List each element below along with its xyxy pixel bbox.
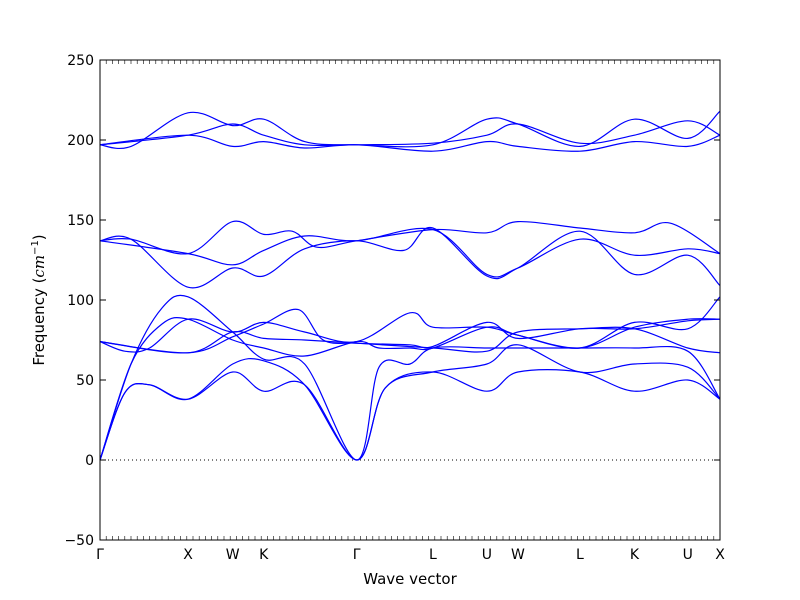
x-tick-label: X — [183, 547, 193, 563]
x-tick-label: W — [511, 547, 525, 563]
band-line-7 — [99, 326, 721, 354]
x-tick-label: L — [576, 547, 584, 563]
band-line-1 — [99, 369, 721, 461]
y-axis-label-close: ) — [30, 234, 48, 240]
band-line-11 — [99, 110, 721, 150]
y-tick-label: −50 — [64, 533, 94, 549]
y-tick-label: 0 — [85, 453, 94, 469]
plot-area — [99, 110, 721, 461]
x-tick-label: K — [259, 547, 269, 563]
y-tick-label: 150 — [67, 213, 94, 229]
y-axis-label-unit: cm — [30, 255, 48, 278]
band-line-10 — [99, 220, 721, 255]
band-line-2 — [99, 344, 721, 461]
band-line-12 — [99, 134, 721, 152]
y-tick-label: 200 — [67, 133, 94, 149]
x-tick-label: Γ — [353, 547, 361, 563]
y-tick-label: 50 — [76, 373, 94, 389]
x-tick-label: W — [226, 547, 240, 563]
band-line-4 — [99, 316, 721, 461]
x-tick-label: Γ — [96, 547, 104, 563]
y-axis-label: Frequency (cm−1) — [30, 234, 48, 365]
x-tick-label: U — [683, 547, 693, 563]
y-tick-label: 100 — [67, 293, 94, 309]
x-minor-ticks — [105, 60, 715, 540]
x-tick-label: X — [715, 547, 725, 563]
y-axis-ticks: 250 200 150 100 50 0 −50 — [64, 53, 720, 549]
band-line-5 — [99, 296, 721, 353]
plot-frame — [99, 59, 721, 541]
band-line-8 — [99, 227, 721, 289]
x-tick-label: K — [630, 547, 640, 563]
band-line-13 — [99, 120, 721, 147]
x-tick-label: U — [482, 547, 492, 563]
y-tick-label: 250 — [67, 53, 94, 69]
band-line-6 — [99, 308, 721, 354]
x-tick-label: L — [429, 547, 437, 563]
y-axis-label-text: Frequency ( — [30, 278, 48, 366]
y-axis-label-exponent: −1 — [30, 240, 41, 255]
x-axis-label: Wave vector — [363, 570, 457, 588]
band-line-3 — [99, 294, 721, 461]
